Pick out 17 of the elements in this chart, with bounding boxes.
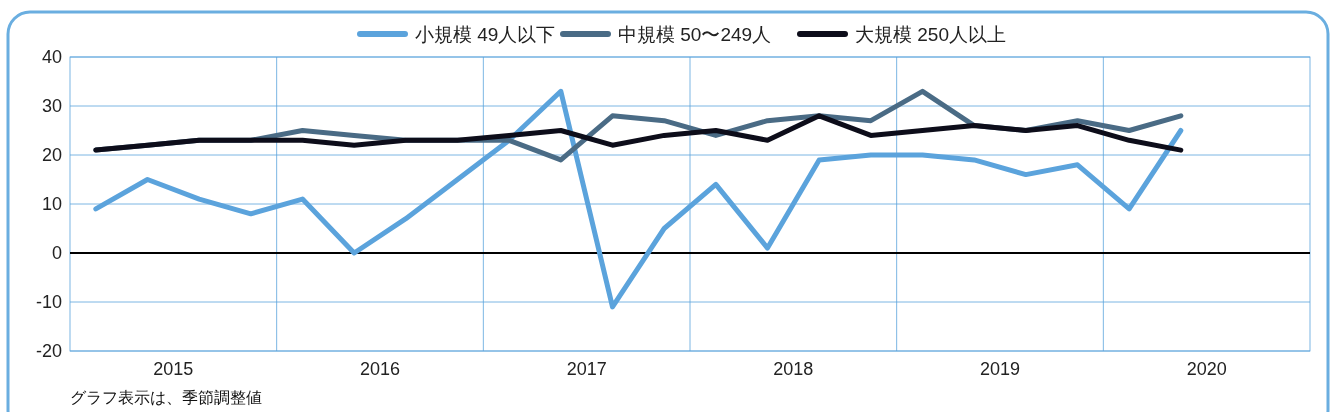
x-tick-label: 2020 [1186, 359, 1227, 379]
y-tick-label: 20 [41, 145, 62, 165]
legend-label: 中規模 50〜249人 [618, 24, 772, 45]
y-tick-label: 40 [41, 47, 62, 67]
x-tick-label: 2019 [979, 359, 1021, 379]
y-tick-label: 10 [41, 194, 62, 214]
y-tick-label: 0 [51, 243, 62, 263]
y-tick-label: -10 [35, 292, 62, 312]
x-tick-label: 2016 [359, 359, 401, 379]
legend-label: 小規模 49人以下 [415, 24, 556, 45]
x-tick-label: 2015 [153, 359, 194, 379]
y-tick-label: -20 [35, 341, 62, 361]
y-tick-label: 30 [41, 96, 62, 116]
x-tick-label: 2018 [773, 359, 814, 379]
x-tick-label: 2017 [566, 359, 607, 379]
legend-label: 大規模 250人以上 [855, 24, 1006, 45]
text: グラフ表示は、季節調整値 [70, 389, 262, 406]
